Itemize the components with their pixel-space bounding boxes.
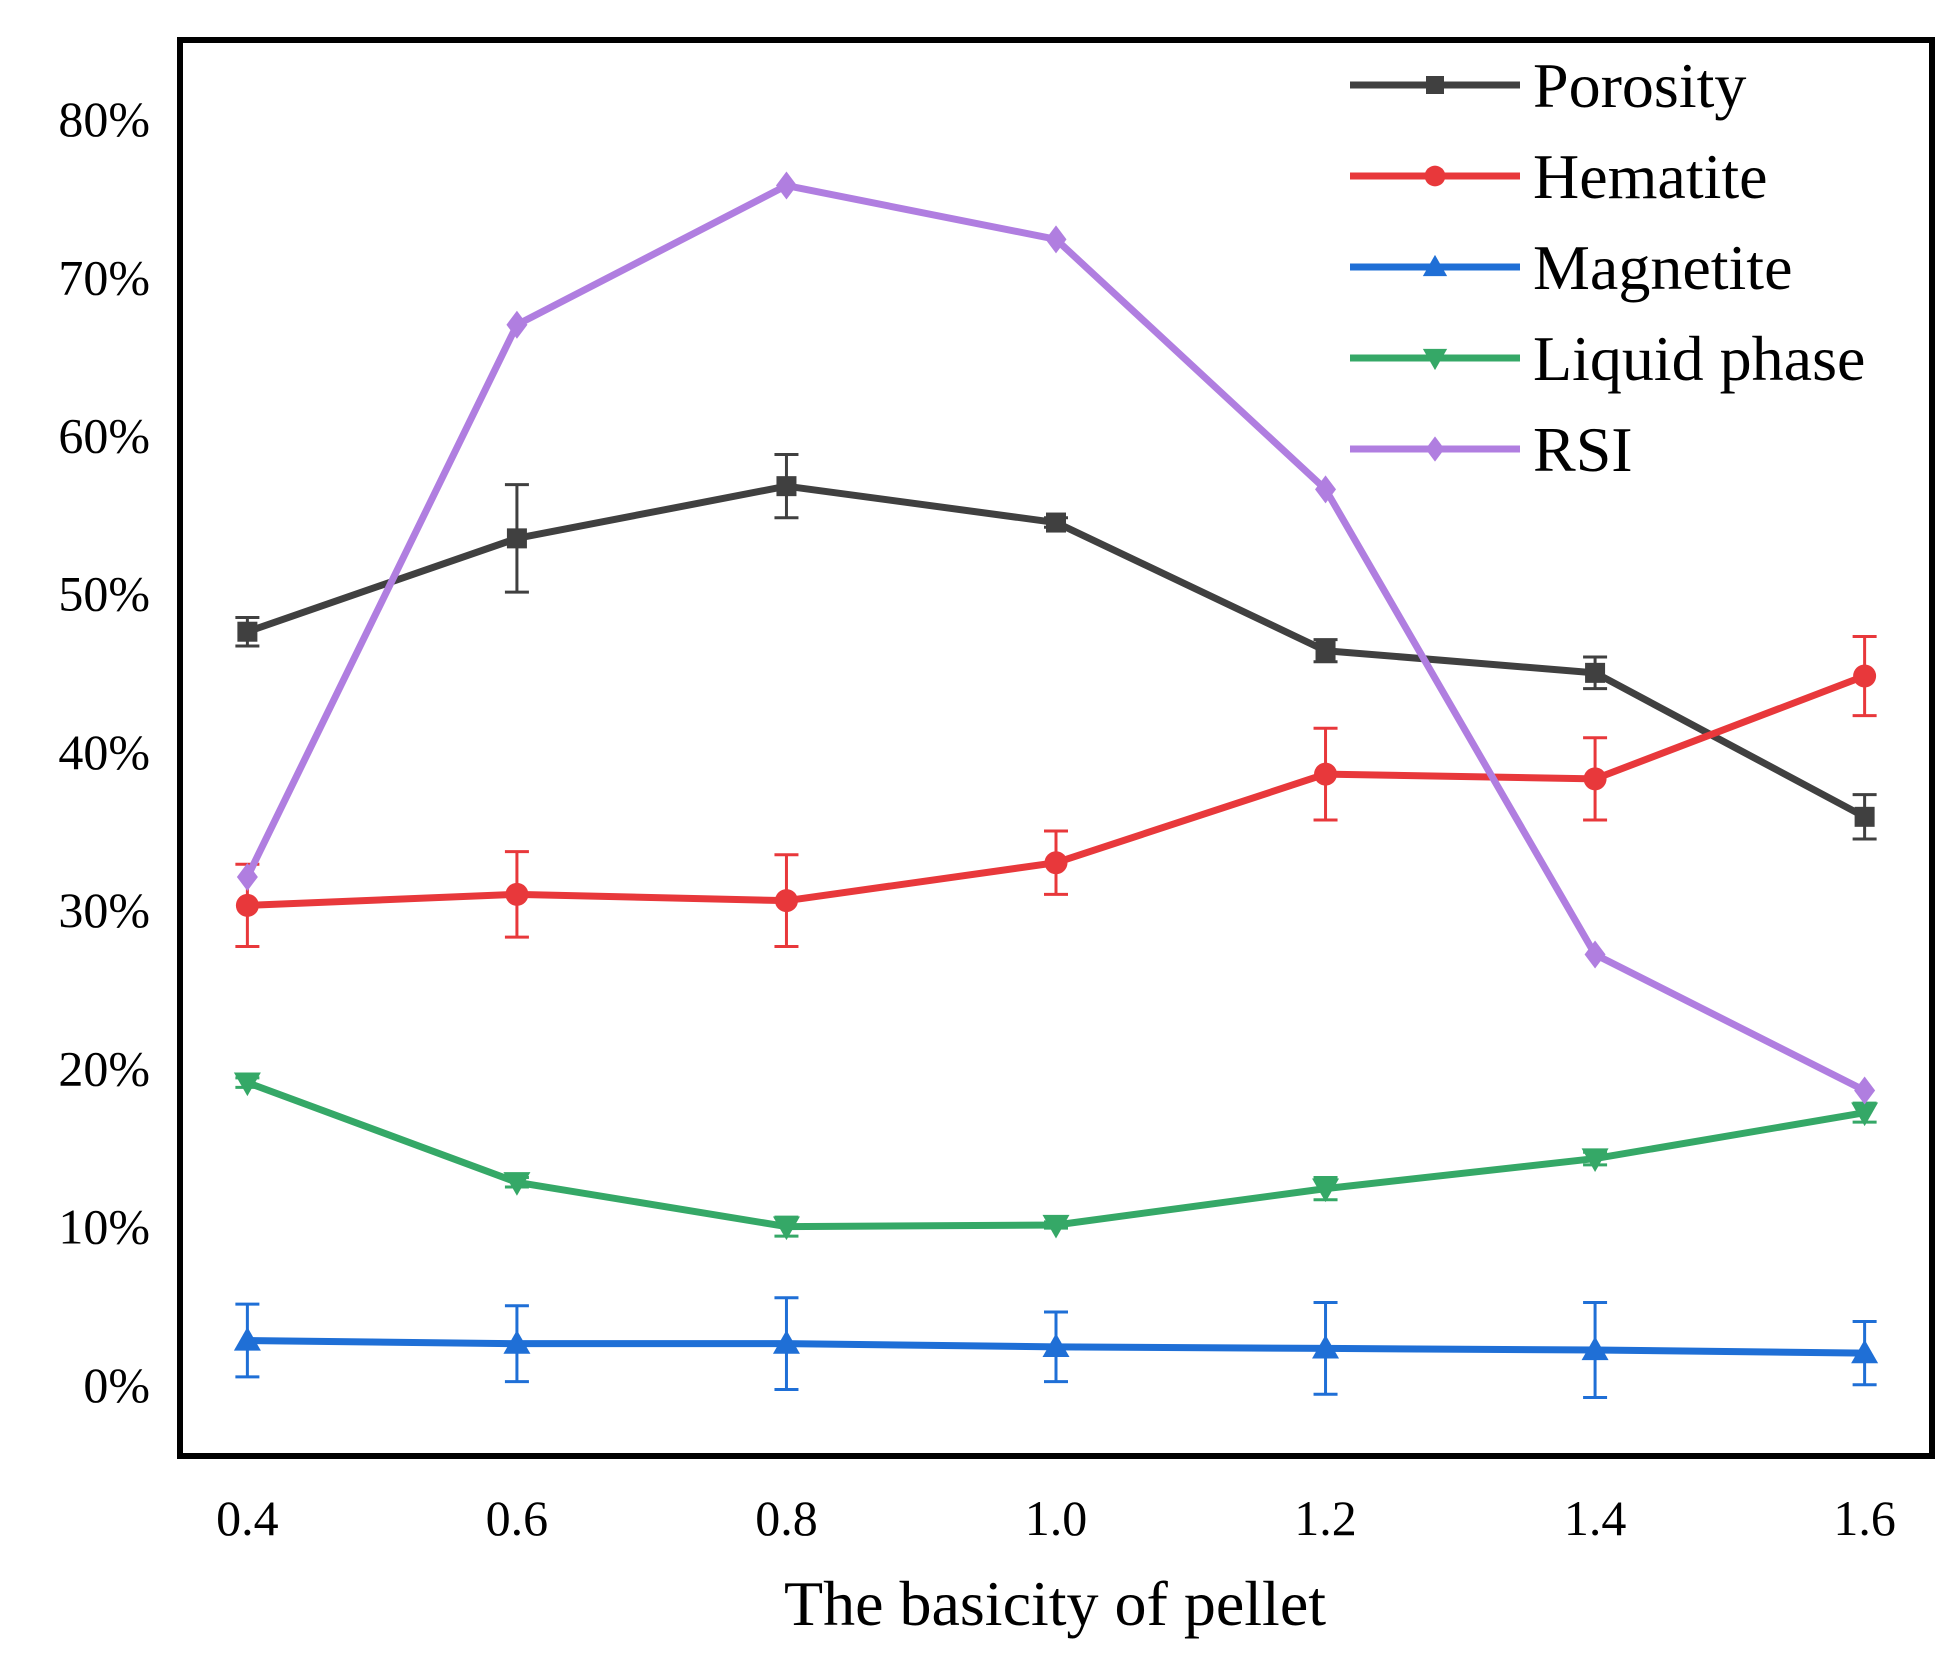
y-tick-label: 60% <box>58 408 150 464</box>
legend: Porosity Hematite Magnetite Liquid phase RSI <box>1350 50 1865 485</box>
y-tick-label: 80% <box>58 91 150 147</box>
data-point <box>506 528 527 549</box>
data-point <box>1581 1336 1609 1361</box>
data-point <box>774 889 798 913</box>
data-point <box>772 1216 800 1241</box>
legend-item-porosity: Porosity <box>1350 50 1746 121</box>
data-point <box>1851 1102 1879 1127</box>
data-point <box>775 171 797 200</box>
data-point <box>233 1072 261 1097</box>
y-tick-label: 30% <box>58 882 150 938</box>
plot-frame <box>177 37 1935 1459</box>
x-tick-label: 1.0 <box>1025 1490 1088 1546</box>
data-point <box>1315 640 1336 661</box>
y-tick-label: 20% <box>58 1040 150 1096</box>
data-point <box>1046 512 1066 533</box>
data-point <box>506 310 528 339</box>
x-tick-label: 0.4 <box>216 1490 279 1546</box>
data-point <box>237 621 258 642</box>
data-point <box>233 1327 261 1351</box>
legend-label: Porosity <box>1533 50 1746 121</box>
y-tick-label: 0% <box>83 1357 150 1413</box>
y-tick-label: 40% <box>58 724 150 780</box>
series-liquid-phase <box>233 1072 1879 1241</box>
data-point <box>503 1330 531 1354</box>
series-layer <box>233 171 1879 1399</box>
legend-item-hematite: Hematite <box>1350 141 1768 212</box>
data-point <box>772 1330 800 1354</box>
data-point <box>1581 1148 1609 1173</box>
legend-label: Magnetite <box>1533 232 1792 303</box>
data-point <box>1583 767 1607 791</box>
data-point <box>236 862 258 891</box>
x-tick-label: 0.8 <box>755 1490 818 1546</box>
series-magnetite <box>233 1296 1879 1399</box>
legend-marker <box>1422 348 1448 371</box>
data-point <box>505 882 529 906</box>
data-point <box>1854 806 1875 827</box>
data-point <box>776 476 797 497</box>
data-point <box>1042 1333 1070 1357</box>
x-tick-label: 1.6 <box>1833 1490 1896 1546</box>
legend-marker <box>1422 254 1448 277</box>
legend-label: Hematite <box>1533 141 1768 212</box>
series-rsi <box>236 171 1876 1105</box>
data-point <box>1315 475 1337 504</box>
data-point <box>1045 225 1067 254</box>
legend-marker <box>1425 436 1445 462</box>
data-point <box>1314 762 1338 786</box>
legend-item-rsi: RSI <box>1350 414 1633 485</box>
data-point <box>1584 940 1606 969</box>
y-axis: 0% 10% 20% 30% 40% 50% 60% 70% 80% <box>58 91 150 1413</box>
legend-label: Liquid phase <box>1533 323 1865 394</box>
data-point <box>1044 851 1068 875</box>
x-tick-label: 1.2 <box>1294 1490 1357 1546</box>
x-tick-label: 1.4 <box>1564 1490 1627 1546</box>
series-hematite <box>235 634 1877 949</box>
legend-label: RSI <box>1533 414 1633 485</box>
y-tick-label: 70% <box>58 249 150 305</box>
data-point <box>1851 1339 1879 1364</box>
series-porosity <box>235 453 1877 841</box>
legend-marker <box>1424 165 1446 187</box>
x-tick-label: 0.6 <box>486 1490 549 1546</box>
series-line <box>246 1079 1866 1231</box>
x-axis-title: The basicity of pellet <box>784 1568 1326 1639</box>
legend-item-magnetite: Magnetite <box>1350 232 1792 303</box>
x-axis: 0.4 0.6 0.8 1.0 1.2 1.4 1.6 <box>216 1490 1896 1546</box>
data-point <box>235 893 259 917</box>
y-tick-label: 50% <box>58 566 150 622</box>
data-point <box>1854 1076 1876 1105</box>
data-point <box>1312 1178 1340 1203</box>
data-point <box>1042 1214 1070 1239</box>
data-point <box>1853 664 1877 688</box>
data-point <box>1585 662 1606 683</box>
series-line <box>244 182 1867 1094</box>
data-point <box>1312 1334 1340 1359</box>
legend-marker <box>1426 76 1444 94</box>
y-tick-label: 10% <box>58 1199 150 1255</box>
data-point <box>503 1172 531 1196</box>
legend-item-liquid-phase: Liquid phase <box>1350 323 1865 394</box>
